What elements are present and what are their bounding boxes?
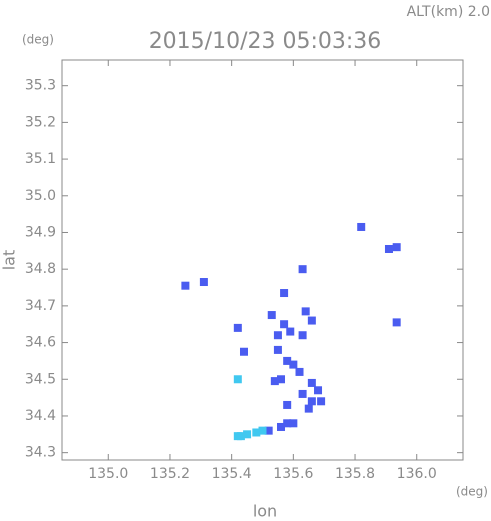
echo-point <box>273 345 282 354</box>
echo-point <box>384 244 393 253</box>
x-tick-label: 135.6 <box>273 466 313 482</box>
echo-point <box>283 356 292 365</box>
y-tick-label: 35.2 <box>25 114 56 130</box>
echo-point <box>298 331 307 340</box>
y-unit: (deg) <box>22 33 54 47</box>
echo-point <box>298 389 307 398</box>
echo-point <box>243 430 252 439</box>
echo-point <box>307 316 316 325</box>
echo-point <box>264 426 273 435</box>
y-tick-label: 34.7 <box>25 298 56 314</box>
echo-point <box>392 318 401 327</box>
x-unit: (deg) <box>456 485 488 499</box>
echo-point <box>252 428 261 437</box>
echo-point <box>289 419 298 428</box>
x-tick-label: 135.4 <box>212 466 252 482</box>
echo-point <box>307 378 316 387</box>
echo-point <box>277 375 286 384</box>
echo-point <box>314 386 323 395</box>
echo-point <box>258 426 267 435</box>
echo-point <box>289 360 298 369</box>
y-tick-label: 34.9 <box>25 224 56 240</box>
x-axis-label: lon <box>253 502 277 521</box>
echo-point <box>267 311 276 320</box>
echo-point <box>233 375 242 384</box>
echo-point <box>280 289 289 298</box>
y-tick-label: 35.0 <box>25 188 56 204</box>
echo-point <box>270 377 279 386</box>
echo-point <box>286 327 295 336</box>
echo-point <box>280 320 289 329</box>
echo-point <box>181 281 190 290</box>
echo-point <box>233 323 242 332</box>
y-axis-label: lat <box>0 250 19 271</box>
echo-point <box>357 222 366 231</box>
echo-point <box>283 419 292 428</box>
echo-point <box>277 422 286 431</box>
echo-point <box>239 347 248 356</box>
y-tick-label: 34.5 <box>25 371 56 387</box>
echo-point <box>317 397 326 406</box>
echo-point <box>392 243 401 252</box>
y-tick-label: 34.6 <box>25 335 56 351</box>
y-tick-label: 35.3 <box>25 78 56 94</box>
echo-point <box>298 265 307 274</box>
y-tick-label: 34.3 <box>25 445 56 461</box>
chart-title: 2015/10/23 05:03:36 <box>149 29 382 54</box>
echo-point <box>301 307 310 316</box>
x-tick-label: 136.0 <box>397 466 437 482</box>
echo-point <box>307 397 316 406</box>
echo-point <box>199 278 208 287</box>
y-tick-label: 34.8 <box>25 261 56 277</box>
x-tick-label: 135.2 <box>150 466 190 482</box>
x-tick-label: 135.0 <box>88 466 128 482</box>
echo-point <box>236 432 245 441</box>
echo-point <box>283 400 292 409</box>
plot-frame <box>61 59 464 461</box>
x-tick-label: 135.8 <box>335 466 375 482</box>
echo-point <box>304 404 313 413</box>
echo-point <box>273 331 282 340</box>
echo-point <box>295 367 304 376</box>
y-tick-label: 35.1 <box>25 151 56 167</box>
altitude-label: ALT(km) 2.0 <box>407 4 490 20</box>
y-tick-label: 34.4 <box>25 408 56 424</box>
